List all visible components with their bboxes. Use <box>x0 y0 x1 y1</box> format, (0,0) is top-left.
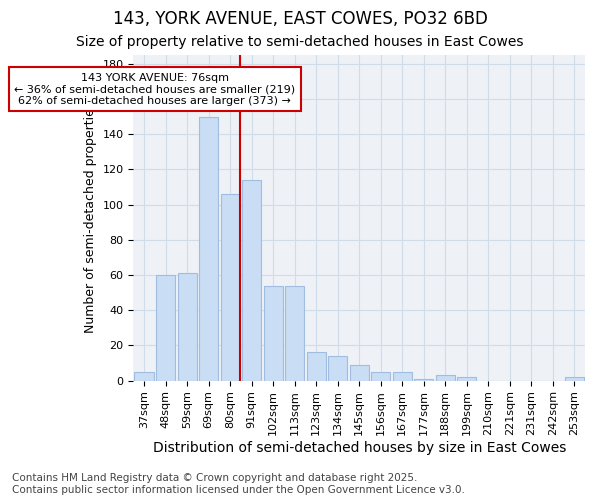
Bar <box>242 180 262 380</box>
Bar <box>414 379 433 380</box>
Bar <box>199 116 218 380</box>
Y-axis label: Number of semi-detached properties: Number of semi-detached properties <box>84 102 97 334</box>
Bar <box>328 356 347 380</box>
Text: 143 YORK AVENUE: 76sqm
← 36% of semi-detached houses are smaller (219)
62% of se: 143 YORK AVENUE: 76sqm ← 36% of semi-det… <box>14 72 295 106</box>
Text: Contains HM Land Registry data © Crown copyright and database right 2025.
Contai: Contains HM Land Registry data © Crown c… <box>12 474 465 495</box>
Bar <box>457 377 476 380</box>
Bar <box>263 286 283 380</box>
Bar <box>156 275 175 380</box>
Text: 143, YORK AVENUE, EAST COWES, PO32 6BD: 143, YORK AVENUE, EAST COWES, PO32 6BD <box>113 10 487 28</box>
Bar <box>221 194 240 380</box>
X-axis label: Distribution of semi-detached houses by size in East Cowes: Distribution of semi-detached houses by … <box>152 441 566 455</box>
Bar <box>392 372 412 380</box>
Text: Size of property relative to semi-detached houses in East Cowes: Size of property relative to semi-detach… <box>76 35 524 49</box>
Bar <box>436 376 455 380</box>
Bar <box>350 365 369 380</box>
Bar <box>134 372 154 380</box>
Bar <box>565 377 584 380</box>
Bar <box>285 286 304 380</box>
Bar <box>371 372 391 380</box>
Bar <box>178 273 197 380</box>
Bar <box>307 352 326 380</box>
